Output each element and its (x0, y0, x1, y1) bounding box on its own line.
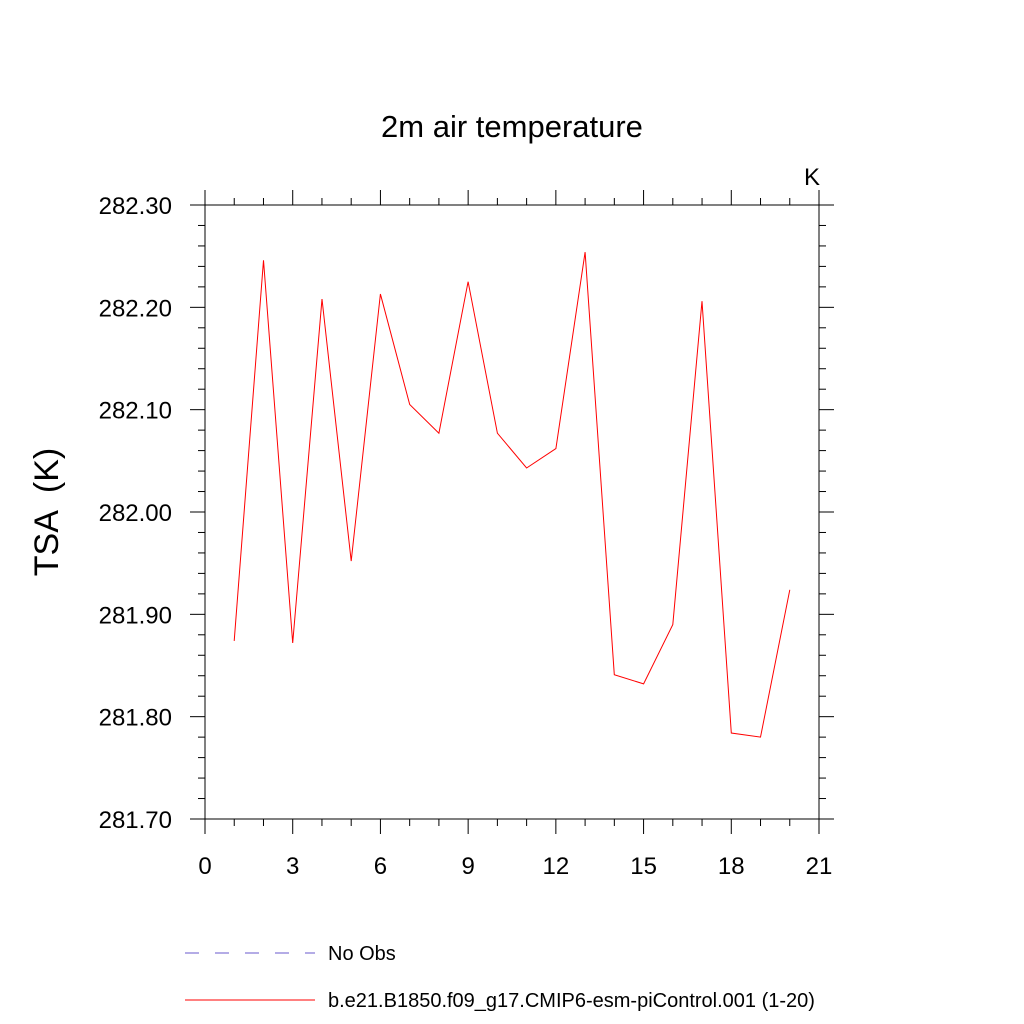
x-tick-label: 3 (286, 853, 299, 880)
legend: No Obs b.e21.B1850.f09_g17.CMIP6-esm-piC… (185, 943, 815, 1012)
y-tick-label: 282.20 (99, 295, 172, 322)
y-tick-label: 281.70 (99, 807, 172, 834)
y-tick-label: 282.00 (99, 500, 172, 527)
plot-frame (204, 204, 820, 820)
legend-label-model-run: b.e21.B1850.f09_g17.CMIP6-esm-piControl.… (328, 990, 815, 1012)
series-layer (233, 252, 791, 738)
chart-title: 2m air temperature (381, 109, 643, 144)
legend-item-no-obs: No Obs (185, 943, 396, 965)
y-axis-label: TSA (K) (28, 448, 66, 576)
y-tick-label: 281.80 (99, 705, 172, 732)
y-tick-label: 281.90 (99, 602, 172, 629)
legend-item-model-run: b.e21.B1850.f09_g17.CMIP6-esm-piControl.… (185, 990, 815, 1012)
tick-labels: 0 3 6 9 12 15 18 21 281.70 281.80 281.90 282.00 282.… (99, 193, 833, 880)
x-tick-label: 18 (718, 853, 745, 880)
x-tick-label: 0 (198, 853, 211, 880)
y-tick-label: 282.30 (99, 193, 172, 220)
x-tick-label: 15 (630, 853, 657, 880)
x-tick-label: 21 (806, 853, 833, 880)
x-tick-label: 9 (461, 853, 474, 880)
y-tick-label: 282.10 (99, 398, 172, 425)
series-line (233, 252, 791, 738)
x-tick-label: 6 (374, 853, 387, 880)
x-tick-label: 12 (543, 853, 570, 880)
units-label: K (804, 164, 820, 191)
legend-label-no-obs: No Obs (328, 943, 396, 965)
axis-ticks (190, 190, 834, 834)
